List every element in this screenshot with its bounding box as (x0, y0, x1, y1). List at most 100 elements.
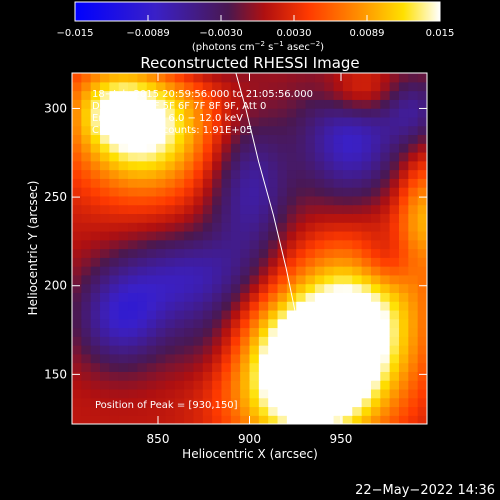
heatmap-cell (128, 415, 138, 424)
heatmap-cell (202, 178, 213, 188)
heatmap-cell (361, 222, 372, 232)
heatmap-cell (174, 195, 185, 206)
heatmap-cell (128, 327, 138, 337)
heatmap-cell (277, 257, 288, 267)
heatmap-cell (305, 169, 316, 179)
heatmap-cell (156, 353, 167, 364)
heatmap-cell (165, 327, 176, 337)
heatmap-cell (342, 380, 353, 390)
heatmap-cell (380, 222, 391, 232)
heatmap-cell (333, 345, 344, 355)
heatmap-cell (100, 151, 110, 162)
heatmap-cell (324, 81, 335, 92)
heatmap-cell (286, 266, 297, 276)
heatmap-cell (324, 380, 335, 390)
heatmap-cell (408, 336, 419, 346)
heatmap-cell (361, 99, 372, 109)
heatmap-cell (90, 336, 101, 346)
heatmap-cell (221, 230, 232, 241)
heatmap-cell (389, 125, 400, 136)
heatmap-cell (240, 274, 251, 285)
heatmap-cell (286, 143, 297, 153)
heatmap-cell (72, 380, 82, 390)
heatmap-cell (380, 362, 391, 372)
heatmap-cell (100, 81, 110, 92)
heatmap-cell (305, 362, 316, 372)
heatmap-cell (361, 274, 372, 285)
heatmap-cell (212, 397, 223, 408)
heatmap-cell (408, 116, 419, 127)
heatmap-cell (296, 309, 307, 320)
heatmap-cell (389, 169, 400, 179)
heatmap-cell (361, 318, 372, 329)
colorbar-tick-label: −0.0030 (199, 28, 242, 39)
heatmap-cell (240, 187, 251, 197)
heatmap-cell (230, 195, 241, 206)
heatmap-cell (81, 327, 92, 337)
heatmap-cell (156, 397, 167, 408)
heatmap-cell (212, 116, 223, 127)
heatmap-cell (146, 318, 157, 329)
heatmap-cell (156, 309, 167, 320)
heatmap-cell (361, 143, 372, 153)
footer-timestamp: 22−May−2022 14:36 (355, 483, 495, 498)
heatmap-cell (81, 222, 92, 232)
heatmap-cell (352, 345, 363, 355)
heatmap-cell (398, 388, 409, 399)
heatmap-cell (230, 388, 241, 399)
heatmap-cell (193, 327, 204, 337)
heatmap-cell (184, 336, 195, 346)
heatmap-cell (184, 195, 195, 206)
heatmap-cell (221, 90, 232, 100)
heatmap-cell (118, 415, 129, 424)
heatmap-cell (90, 116, 101, 127)
heatmap-cell (174, 90, 185, 100)
heatmap-cell (361, 397, 372, 408)
heatmap-cell (258, 222, 269, 232)
heatmap-cell (286, 204, 297, 215)
heatmap-cell (324, 266, 335, 276)
heatmap-cell (221, 151, 232, 162)
heatmap-cell (314, 283, 325, 293)
heatmap-cell (333, 178, 344, 188)
heatmap-cell (296, 345, 307, 355)
heatmap-cell (268, 301, 279, 311)
heatmap-cell (249, 222, 260, 232)
heatmap-cell (268, 388, 279, 399)
heatmap-cell (314, 406, 325, 416)
heatmap-cell (165, 204, 176, 215)
heatmap-cell (296, 318, 307, 329)
heatmap-cell (174, 134, 185, 144)
heatmap-cell (249, 108, 260, 118)
heatmap-cell (417, 187, 427, 197)
heatmap-cell (156, 380, 167, 390)
heatmap-cell (342, 151, 353, 162)
heatmap-cell (398, 380, 409, 390)
heatmap-cell (174, 73, 185, 83)
heatmap-cell (184, 222, 195, 232)
heatmap-cell (380, 266, 391, 276)
heatmap-cell (146, 309, 157, 320)
heatmap-cell (184, 169, 195, 179)
heatmap-cell (380, 108, 391, 118)
heatmap-cell (90, 397, 101, 408)
heatmap-cell (174, 257, 185, 267)
heatmap-cell (389, 160, 400, 171)
heatmap-cell (286, 160, 297, 171)
heatmap-cell (286, 345, 297, 355)
heatmap-cell (342, 309, 353, 320)
heatmap-cell (184, 99, 195, 109)
heatmap-cell (305, 239, 316, 250)
heatmap-cell (184, 309, 195, 320)
heatmap-cell (361, 204, 372, 215)
heatmap-cell (184, 213, 195, 223)
heatmap-cell (258, 353, 269, 364)
heatmap-cell (128, 125, 138, 136)
heatmap-cell (72, 248, 82, 258)
heatmap-cell (202, 151, 213, 162)
heatmap-cell (380, 204, 391, 215)
heatmap-cell (109, 230, 120, 241)
heatmap-cell (352, 230, 363, 241)
heatmap-cell (128, 169, 138, 179)
heatmap-cell (370, 257, 381, 267)
